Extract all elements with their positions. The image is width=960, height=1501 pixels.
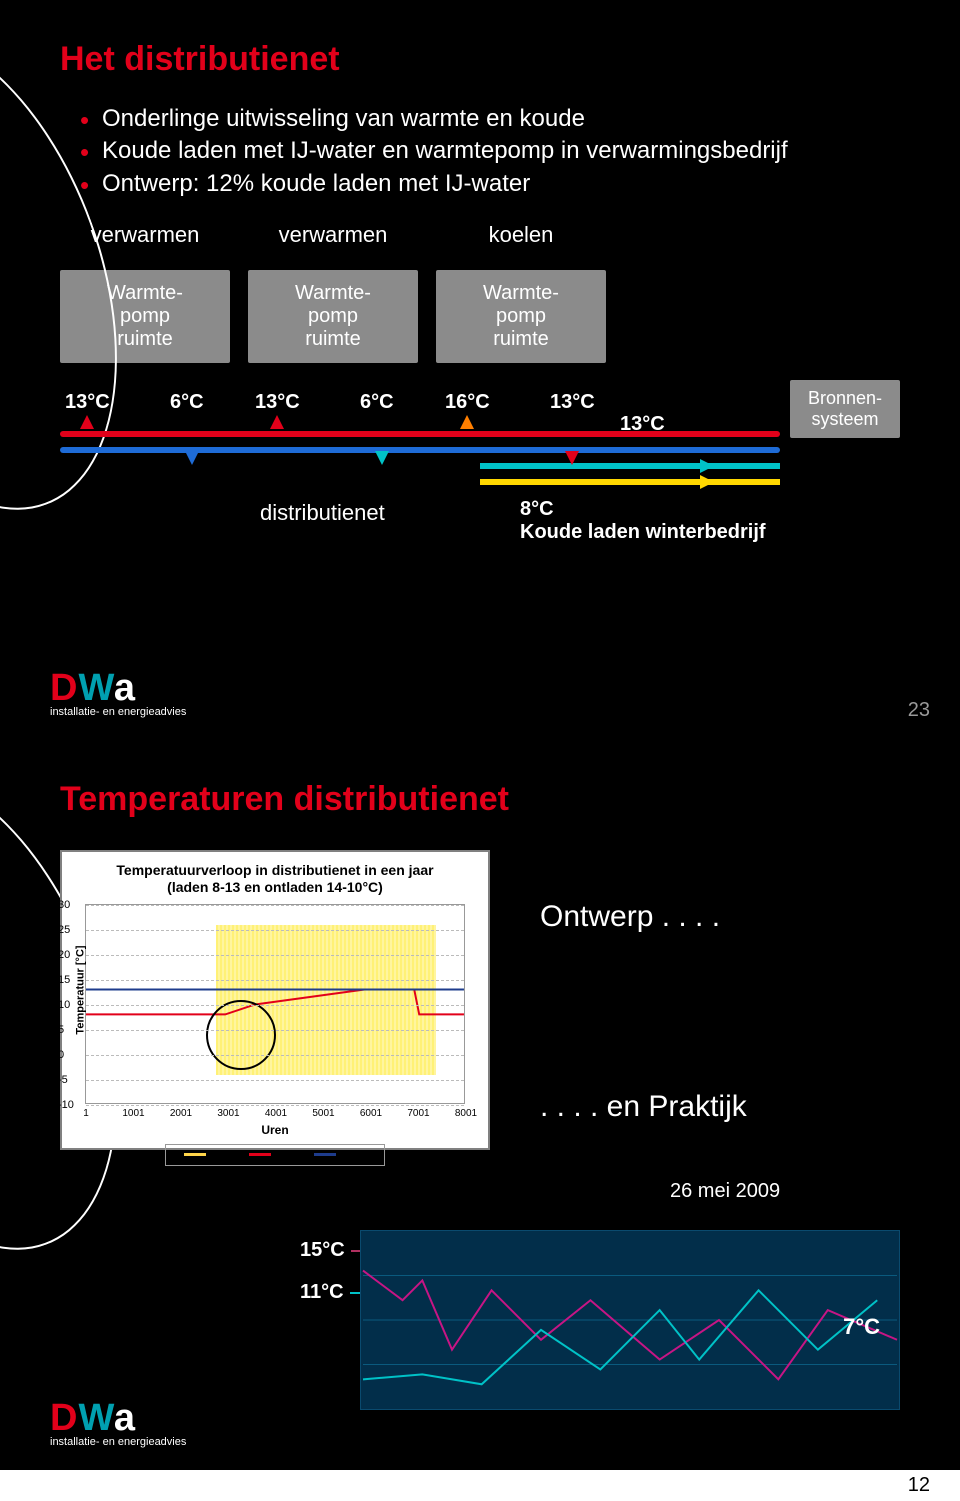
mode-row: verwarmen verwarmen koelen — [60, 222, 910, 248]
tret-line — [86, 989, 464, 1014]
logo-a: a — [114, 667, 136, 709]
arrow-up-icon — [270, 415, 284, 429]
dwa-logo: DWa installatie- en energieadvies — [50, 667, 186, 718]
arrow-icon — [700, 459, 714, 473]
y-tick: 15 — [58, 974, 70, 986]
bullets: Onderlinge uitwisseling van warmte en ko… — [80, 103, 910, 200]
logo-sub: installatie- en energieadvies — [50, 706, 186, 718]
logo-sub: installatie- en energieadvies — [50, 1436, 186, 1448]
temp: 13°C — [65, 391, 110, 414]
blue-bar — [60, 447, 780, 453]
yel-bar — [480, 479, 780, 485]
x-tick: 7001 — [407, 1108, 429, 1119]
praktijk-label: . . . . en Praktijk — [540, 1090, 747, 1124]
y-tick: -10 — [58, 1099, 74, 1111]
temp: 13°C — [255, 391, 300, 414]
footer-band: 12 — [0, 1470, 960, 1501]
logo-d: D — [50, 667, 78, 709]
ontwerp-label: Ontwerp . . . . — [540, 900, 720, 934]
x-tick: 5001 — [312, 1108, 334, 1119]
y-tick: 0 — [58, 1049, 64, 1061]
koudeladen-label: 8°C Koude laden winterbedrijf — [520, 498, 766, 544]
legend-swatch — [249, 1153, 271, 1156]
logo-d: D — [50, 1397, 78, 1439]
x-tick: 4001 — [265, 1108, 287, 1119]
x-tick: 6001 — [360, 1108, 382, 1119]
arrow-up-icon — [460, 415, 474, 429]
y-tick: 25 — [58, 924, 70, 936]
koude-temp: 8°C — [520, 498, 554, 520]
logo-a: a — [114, 1397, 136, 1439]
slide2-title: Temperaturen distributienet — [60, 780, 910, 819]
warmte-box: Warmte- pomp ruimte — [436, 270, 606, 363]
temp: 6°C — [360, 391, 394, 414]
logo-w: W — [78, 1397, 113, 1439]
x-tick: 1 — [83, 1108, 89, 1119]
slide-temperaturen: Temperaturen distributienet Temperatuurv… — [0, 740, 960, 1470]
legend-taan: Taan — [314, 1148, 366, 1162]
y-tick: 5 — [58, 1024, 64, 1036]
slide-distributienet: Het distributienet Onderlinge uitwisseli… — [0, 0, 960, 740]
page-num: 23 — [908, 699, 930, 722]
red-bar — [60, 431, 780, 437]
y-tick: 10 — [58, 999, 70, 1011]
logo-w: W — [78, 667, 113, 709]
chart-date: 26 mei 2009 — [670, 1180, 780, 1203]
legend-swatch — [314, 1153, 336, 1156]
koude-txt: Koude laden winterbedrijf — [520, 521, 766, 543]
legend-tret: Tret — [249, 1148, 296, 1162]
arrow-down-icon — [185, 451, 199, 465]
temp-7: 7°C — [843, 1314, 880, 1340]
chart-title2: (laden 8-13 en ontladen 14-10°C) — [167, 879, 383, 895]
temp: 6°C — [170, 391, 204, 414]
year-chart: Temperatuurverloop in distributienet in … — [60, 850, 490, 1150]
cyan-bar — [480, 463, 780, 469]
bullet: Ontwerp: 12% koude laden met IJ-water — [80, 168, 910, 200]
y-tick: 20 — [58, 949, 70, 961]
x-tick: 3001 — [217, 1108, 239, 1119]
legend: Tbu Tret Taan — [165, 1144, 385, 1166]
footer-page: 12 — [908, 1474, 930, 1497]
x-axis-label: Uren — [261, 1123, 288, 1137]
y-axis-label: Temperatuur [°C] — [75, 945, 87, 1034]
distributienet-label: distributienet — [260, 500, 385, 526]
warmte-box: Warmte- pomp ruimte — [248, 270, 418, 363]
legend-tbu: Tbu — [184, 1148, 231, 1162]
practice-chart — [360, 1230, 900, 1410]
dwa-logo: DWa installatie- en energieadvies — [50, 1397, 186, 1448]
bullet: Onderlinge uitwisseling van warmte en ko… — [80, 103, 910, 135]
highlight-circle — [206, 1000, 276, 1070]
arrow-icon — [700, 475, 714, 489]
y-tick: 30 — [58, 899, 70, 911]
legend-swatch — [184, 1153, 206, 1156]
mode-label: verwarmen — [248, 222, 418, 248]
arrow-up-icon — [80, 415, 94, 429]
x-tick: 1001 — [122, 1108, 144, 1119]
y-tick: -5 — [58, 1074, 68, 1086]
x-tick: 8001 — [455, 1108, 477, 1119]
x-tick: 2001 — [170, 1108, 192, 1119]
bullet: Koude laden met IJ-water en warmtepomp i… — [80, 135, 910, 167]
bot-svg — [361, 1231, 899, 1409]
chart-title1: Temperatuurverloop in distributienet in … — [116, 862, 433, 878]
arrow-down-icon — [565, 451, 579, 465]
temp: 16°C — [445, 391, 490, 414]
temp: 13°C — [550, 391, 595, 414]
slide1-title: Het distributienet — [60, 40, 910, 79]
boxes-row: Warmte- pomp ruimte Warmte- pomp ruimte … — [60, 270, 910, 363]
mode-label: koelen — [436, 222, 606, 248]
chart-title: Temperatuurverloop in distributienet in … — [72, 862, 478, 896]
plot-area: Temperatuur [°C] Uren -10-50510152025301… — [85, 904, 465, 1104]
arrow-down-icon — [375, 451, 389, 465]
temp-diagram: 13°C 6°C 13°C 6°C 16°C 13°C 13°C — [60, 377, 910, 497]
